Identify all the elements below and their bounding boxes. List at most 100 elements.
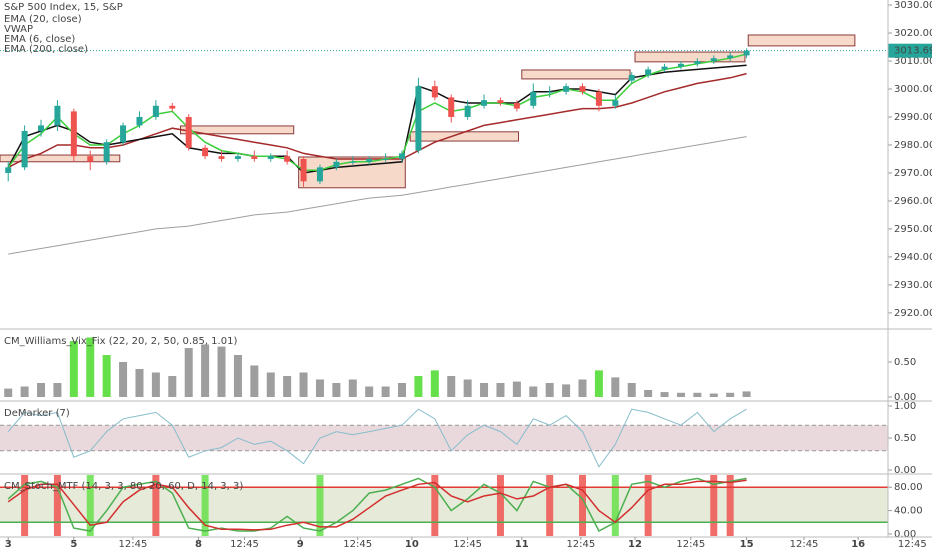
y-tick-label: 2980.00 <box>894 140 932 151</box>
indicator-line <box>8 136 747 255</box>
bar <box>480 382 489 397</box>
candle-body <box>546 91 553 93</box>
bar <box>250 365 259 397</box>
candle-body <box>234 156 241 159</box>
candle-body <box>284 156 291 162</box>
bar <box>299 372 308 397</box>
candle-body <box>448 97 455 117</box>
y-tick-label: 2930.00 <box>894 280 932 291</box>
indicator-line <box>7 408 747 468</box>
candle-body <box>579 86 586 92</box>
bar <box>86 337 95 397</box>
bar <box>135 368 144 397</box>
bar <box>201 344 210 397</box>
candle-body <box>136 116 143 126</box>
bar <box>463 379 472 397</box>
candle-body <box>513 102 520 109</box>
indicator-line <box>7 477 747 533</box>
y-tick-label: 0.00 <box>894 529 916 540</box>
zone <box>0 154 121 163</box>
highlight <box>611 475 619 536</box>
highlight <box>546 475 554 536</box>
bar <box>365 386 374 397</box>
bar <box>332 382 341 397</box>
x-tick-label: 12:45 <box>790 539 819 550</box>
y-tick-label: 0.00 <box>894 392 916 403</box>
candle-body <box>202 147 209 157</box>
bar <box>69 340 78 397</box>
x-tick-label: 11 <box>515 539 529 550</box>
x-tick-label: 8 <box>195 539 202 550</box>
bar <box>151 372 160 397</box>
candle-body <box>103 142 110 162</box>
highlight <box>201 475 209 536</box>
candle-body <box>677 63 684 67</box>
y-tick-label: 0.00 <box>894 465 916 476</box>
bar <box>611 377 620 397</box>
bar <box>315 379 324 397</box>
candle-body <box>530 91 537 106</box>
bar <box>512 381 521 397</box>
bar <box>496 382 505 397</box>
bar <box>37 382 46 397</box>
highlight <box>710 475 718 536</box>
bar <box>644 389 653 397</box>
candle-body <box>563 86 570 92</box>
highlight <box>21 475 29 536</box>
highlight <box>152 475 160 536</box>
y-tick-label: 3030.00 <box>894 0 932 11</box>
bar <box>545 382 554 397</box>
bar <box>217 346 226 397</box>
bar <box>578 379 587 397</box>
panel <box>0 475 888 536</box>
bar <box>447 375 456 397</box>
bar <box>102 354 111 397</box>
panel <box>0 408 888 468</box>
candle-body <box>333 161 340 168</box>
candle-body <box>382 158 389 160</box>
x-tick-label: 12:45 <box>453 539 482 550</box>
x-tick-label: 5 <box>70 539 77 550</box>
legend-entry: EMA (20, close) <box>4 14 82 25</box>
candle-body <box>612 100 619 106</box>
bar <box>693 392 702 397</box>
indicator-line <box>7 479 747 531</box>
chart-title: S&P 500 Index, 15, S&P <box>4 2 123 13</box>
bar <box>168 375 177 397</box>
bar <box>20 386 29 397</box>
candle-body <box>169 105 176 109</box>
panel-title: CM_Williams_Vix_Fix (22, 20, 2, 50, 0.85… <box>4 336 237 347</box>
candle-body <box>120 125 127 143</box>
x-tick-label: 12:45 <box>230 539 259 550</box>
highlight <box>53 475 61 536</box>
legend-entry: EMA (6, close) <box>4 34 75 45</box>
highlight <box>644 475 652 536</box>
candle-body <box>54 105 61 126</box>
panel-title: DeMarker (7) <box>4 408 70 419</box>
bar <box>660 392 669 397</box>
candle-body <box>349 161 356 163</box>
candle-body <box>87 156 94 162</box>
bar <box>348 379 357 397</box>
highlight <box>86 475 94 536</box>
zone <box>747 34 856 47</box>
x-tick-label: 12:45 <box>676 539 705 550</box>
bar <box>726 392 735 397</box>
highlight <box>316 475 324 536</box>
y-tick-label: 2920.00 <box>894 308 932 319</box>
candle-body <box>628 75 635 81</box>
bar <box>381 386 390 397</box>
y-tick-label: 2940.00 <box>894 252 932 263</box>
x-tick-label: 12 <box>628 539 642 550</box>
highlight <box>431 475 439 536</box>
y-tick-label: 2950.00 <box>894 224 932 235</box>
y-tick-label: 2970.00 <box>894 168 932 179</box>
candle-body <box>497 100 504 103</box>
candle-body <box>399 153 406 159</box>
highlight <box>496 475 504 536</box>
candle-body <box>5 167 12 173</box>
x-tick-label: 10 <box>405 539 419 550</box>
candle-body <box>300 158 307 182</box>
indicator-line <box>7 53 747 171</box>
